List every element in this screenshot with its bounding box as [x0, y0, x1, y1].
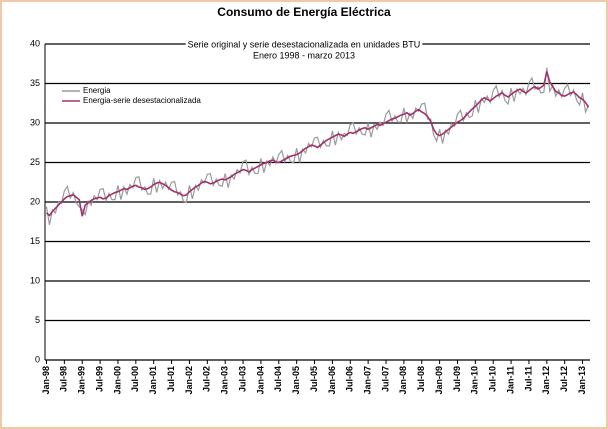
chart-subtitle: Enero 1998 - marzo 2013 — [253, 50, 355, 60]
x-tick-label: Jan-99 — [77, 366, 87, 395]
y-tick-label: 10 — [30, 275, 40, 285]
legend-label: Energia — [83, 86, 111, 95]
y-tick-label: 30 — [30, 117, 40, 127]
subtitle-backing — [250, 50, 358, 61]
x-tick-label: Jan-10 — [470, 366, 480, 395]
x-tick-label: Jan-05 — [291, 366, 301, 395]
x-tick-label: Jan-13 — [577, 366, 587, 395]
legend-label: Energia-serie desestacionalizada — [83, 96, 201, 105]
x-tick-label: Jan-12 — [541, 366, 551, 395]
x-tick-label: Jul-99 — [94, 366, 104, 392]
x-tick-label: Jan-08 — [398, 366, 408, 395]
x-tick-label: Jan-07 — [363, 366, 373, 395]
x-tick-label: Jul-09 — [452, 366, 462, 392]
subtitle-backing — [185, 39, 423, 50]
y-tick-label: 35 — [30, 78, 40, 88]
x-tick-label: Jul-03 — [237, 366, 247, 392]
x-tick-label: Jan-06 — [327, 366, 337, 395]
data-line — [45, 67, 590, 226]
x-tick-label: Jul-10 — [488, 366, 498, 392]
chart-subtitle: Serie original y serie desestacionalizad… — [188, 39, 421, 49]
x-tick-label: Jan-03 — [220, 366, 230, 395]
x-tick-label: Jan-98 — [41, 366, 51, 395]
y-tick-label: 20 — [30, 196, 40, 206]
x-tick-label: Jul-08 — [416, 366, 426, 392]
y-tick-label: 40 — [30, 38, 40, 48]
x-tick-label: Jul-07 — [380, 366, 390, 392]
x-tick-label: Jul-01 — [166, 366, 176, 392]
chart-title: Consumo de Energía Eléctrica — [217, 5, 391, 19]
x-tick-label: Jul-00 — [130, 366, 140, 392]
x-tick-label: Jul-02 — [202, 366, 212, 392]
x-tick-label: Jul-05 — [309, 366, 319, 392]
y-tick-label: 0 — [35, 354, 40, 364]
x-tick-label: Jul-06 — [345, 366, 355, 392]
data-line — [45, 71, 590, 217]
y-tick-label: 25 — [30, 157, 40, 167]
x-tick-label: Jan-09 — [434, 366, 444, 395]
x-tick-label: Jan-00 — [112, 366, 122, 395]
x-tick-label: Jan-04 — [255, 366, 265, 395]
y-tick-label: 5 — [35, 315, 40, 325]
x-tick-label: Jul-11 — [523, 366, 533, 392]
x-tick-label: Jul-98 — [59, 366, 69, 392]
x-tick-label: Jan-01 — [148, 366, 158, 395]
x-tick-label: Jan-02 — [184, 366, 194, 395]
x-tick-label: Jul-04 — [273, 366, 283, 392]
y-tick-label: 15 — [30, 236, 40, 246]
x-tick-label: Jul-12 — [559, 366, 569, 392]
x-tick-label: Jan-11 — [505, 366, 515, 394]
